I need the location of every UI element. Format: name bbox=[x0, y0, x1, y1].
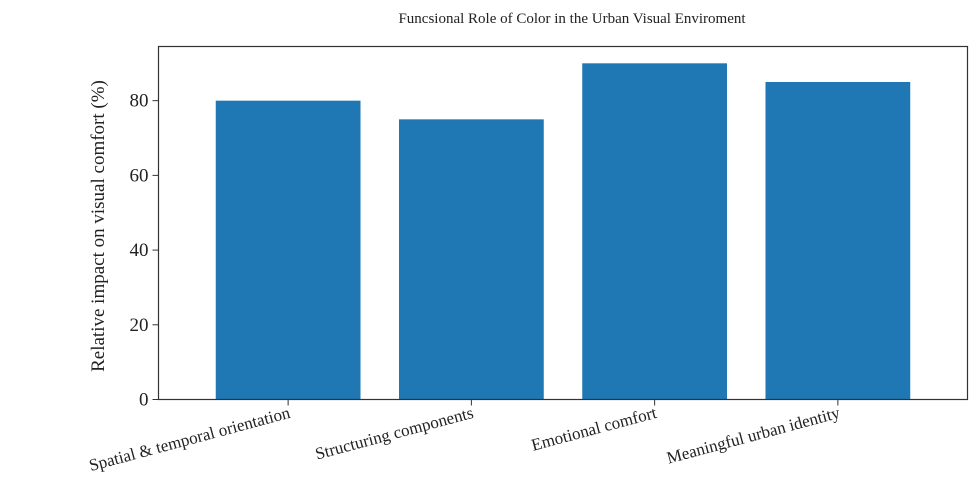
x-tick-label: Spatial & temporal orientation bbox=[87, 403, 293, 475]
bar bbox=[398, 119, 544, 400]
y-tick-label: 80 bbox=[130, 91, 149, 112]
x-tick-label: Structuring components bbox=[313, 403, 475, 464]
bars-group bbox=[215, 63, 911, 400]
y-axis-label: Relative impact on visual comfort (%) bbox=[88, 80, 109, 372]
bar bbox=[215, 100, 361, 400]
x-tick-label: Meaningful urban identity bbox=[665, 403, 843, 468]
plot-frame bbox=[157, 45, 969, 401]
y-tick-label: 40 bbox=[130, 240, 149, 261]
y-ticks-group: 0 20 40 60 80 bbox=[130, 91, 159, 411]
bar bbox=[765, 81, 911, 400]
x-ticks-group: Spatial & temporal orientation Structurin… bbox=[87, 399, 843, 475]
chart-title: Funcsional Role of Color in the Urban Vi… bbox=[398, 11, 746, 27]
y-tick-label: 60 bbox=[130, 165, 149, 186]
bar bbox=[582, 63, 728, 400]
y-tick-label: 0 bbox=[139, 390, 149, 411]
x-tick-label: Emotional comfort bbox=[529, 403, 659, 455]
y-tick-label: 20 bbox=[130, 315, 149, 336]
